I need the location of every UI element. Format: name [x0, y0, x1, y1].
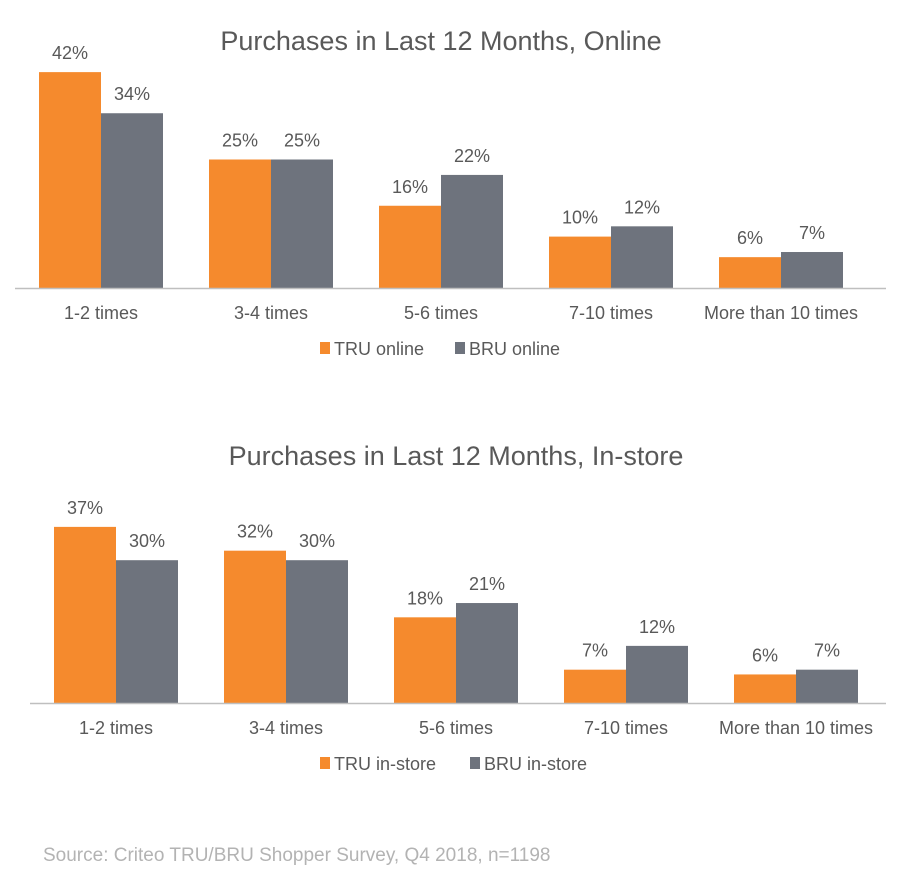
category-label: 1-2 times [79, 718, 153, 738]
data-label: 6% [737, 228, 763, 248]
data-label: 30% [299, 531, 335, 551]
category-label: 7-10 times [569, 303, 653, 323]
data-label: 22% [454, 146, 490, 166]
bar-bru [796, 669, 858, 703]
data-label: 16% [392, 177, 428, 197]
bar-tru [564, 669, 626, 703]
legend-label: TRU in-store [334, 754, 436, 774]
bar-bru [781, 252, 843, 288]
data-label: 7% [582, 641, 608, 661]
bar-bru [101, 113, 163, 289]
category-label: 5-6 times [419, 718, 493, 738]
bar-tru [379, 205, 441, 288]
legend-swatch [470, 757, 480, 769]
bar-bru [626, 645, 688, 703]
category-label: More than 10 times [704, 303, 858, 323]
bar-bru [286, 560, 348, 703]
legend-swatch [320, 342, 330, 354]
data-label: 7% [814, 641, 840, 661]
legend-swatch [320, 757, 330, 769]
category-label: 3-4 times [234, 303, 308, 323]
bar-bru [116, 560, 178, 703]
bar-bru [611, 226, 673, 288]
bar-tru [394, 617, 456, 703]
bar-tru [719, 257, 781, 288]
category-label: 5-6 times [404, 303, 478, 323]
bar-bru [271, 159, 333, 288]
data-label: 32% [237, 522, 273, 542]
data-label: 18% [407, 588, 443, 608]
online-purchases-chart: Purchases in Last 12 Months, Online 42% 34… [15, 26, 886, 359]
bar-tru [209, 159, 271, 288]
bar-tru [39, 72, 101, 289]
data-label: 37% [67, 498, 103, 518]
bar-bru [456, 603, 518, 703]
legend-swatch [455, 342, 465, 354]
category-label: 1-2 times [64, 303, 138, 323]
bar-tru [549, 236, 611, 288]
bar-bru [441, 174, 503, 288]
category-label: More than 10 times [719, 718, 873, 738]
category-label: 7-10 times [584, 718, 668, 738]
data-label: 25% [284, 131, 320, 151]
data-label: 34% [114, 84, 150, 104]
chart-title: Purchases in Last 12 Months, Online [220, 26, 661, 56]
legend-label: BRU in-store [484, 754, 587, 774]
data-label: 30% [129, 531, 165, 551]
source-note: Source: Criteo TRU/BRU Shopper Survey, Q… [43, 845, 551, 866]
data-label: 6% [752, 645, 778, 665]
instore-purchases-chart: Purchases in Last 12 Months, In-store 37%… [30, 441, 886, 774]
data-label: 42% [52, 43, 88, 63]
bar-tru [54, 526, 116, 703]
bar-tru [734, 674, 796, 703]
category-label: 3-4 times [249, 718, 323, 738]
data-label: 21% [469, 574, 505, 594]
data-label: 25% [222, 131, 258, 151]
data-label: 12% [639, 617, 675, 637]
data-label: 12% [624, 197, 660, 217]
legend-label: BRU online [469, 339, 560, 359]
data-label: 7% [799, 223, 825, 243]
legend-label: TRU online [334, 339, 424, 359]
chart-title: Purchases in Last 12 Months, In-store [229, 441, 684, 471]
bar-tru [224, 550, 286, 703]
data-label: 10% [562, 208, 598, 228]
